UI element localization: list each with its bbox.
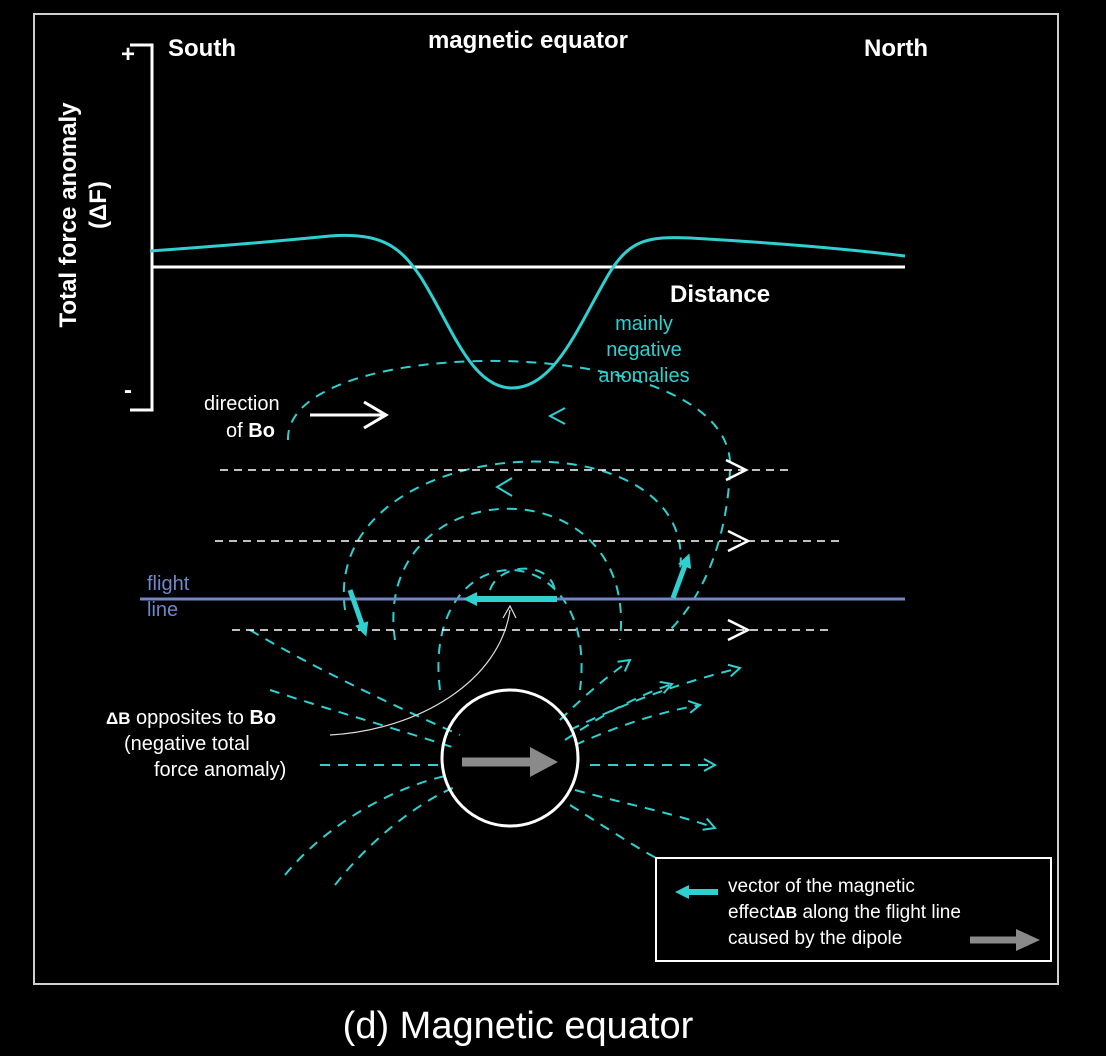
field-line-outer	[286, 359, 732, 631]
bo-direction-line1: direction	[204, 393, 280, 415]
delta-b-note-text: opposites to	[131, 707, 250, 729]
y-axis-minus: -	[124, 377, 132, 404]
y-axis-label: Total force anomaly	[55, 102, 82, 328]
legend-along: along the flight line	[797, 902, 961, 923]
field-line-ring-2	[342, 460, 682, 611]
ambient-line-3-head	[727, 618, 751, 642]
legend-effect: effect	[728, 902, 775, 923]
anomaly-note-line1: mainly	[615, 313, 673, 335]
note-pointer	[329, 609, 511, 736]
anomaly-note-line3: anomalies	[598, 365, 689, 387]
legend-line1: vector of the magnetic	[728, 876, 915, 897]
equator-label: magnetic equator	[428, 27, 628, 54]
delta-b-note-line1: ΔB opposites to Bo	[106, 707, 276, 729]
figure-frame	[33, 13, 1059, 985]
ambient-field-lines	[215, 458, 840, 642]
delta-b-note-bold: Bo	[249, 707, 276, 729]
field-lines	[249, 359, 740, 886]
bo-direction-bold: Bo	[248, 420, 275, 442]
field-line-right-5	[559, 660, 630, 721]
field-line-left-3	[284, 774, 451, 876]
bo-direction-prefix: of	[226, 420, 248, 442]
ambient-line-2-head	[727, 529, 751, 553]
south-label: South	[168, 35, 236, 62]
field-line-right-4	[569, 804, 661, 861]
y-axis	[130, 43, 154, 412]
bo-direction-line2: of Bo	[226, 420, 275, 442]
legend-gray-arrow-head	[1016, 929, 1040, 951]
flight-line-label-2: line	[147, 599, 178, 621]
anomaly-curve	[149, 233, 906, 390]
field-line-right-3	[574, 789, 715, 828]
dipole-arrow-head	[530, 747, 558, 777]
field-arrowhead-mid	[495, 477, 513, 497]
field-line-left-2	[269, 689, 456, 749]
field-arrowhead-top	[547, 407, 566, 425]
field-line-ring-3	[392, 507, 623, 641]
legend-line2: effectΔB along the flight line	[728, 902, 961, 923]
legend: vector of the magnetic effectΔB along th…	[655, 857, 1052, 962]
north-label: North	[864, 35, 928, 62]
dipole-body	[440, 688, 580, 828]
distance-label: Distance	[670, 281, 770, 308]
field-line-right-1	[569, 668, 740, 731]
bo-direction-arrow	[310, 400, 389, 430]
delta-b-note-line3: force anomaly)	[154, 759, 286, 781]
delta-b-vector-left	[347, 589, 369, 637]
delta-b-symbol: ΔB	[106, 709, 131, 728]
legend-line3: caused by the dipole	[728, 928, 902, 949]
delta-b-note-line2: (negative total	[124, 733, 250, 755]
note-pointer-head	[502, 604, 517, 619]
legend-delta-b: ΔB	[774, 905, 797, 922]
field-line-inner	[489, 567, 557, 601]
field-line-left-4	[334, 784, 461, 886]
anomaly-note-line2: negative	[606, 339, 682, 361]
ambient-line-1-head	[725, 458, 749, 482]
field-line-left-1	[249, 629, 461, 736]
delta-b-vector-right	[670, 553, 692, 599]
figure-caption: (d) Magnetic equator	[343, 1005, 694, 1047]
y-axis-symbol: (ΔF)	[85, 181, 112, 229]
field-line-right-2	[574, 705, 700, 746]
field-line-right-6	[564, 684, 672, 741]
y-axis-plus: +	[121, 41, 135, 68]
legend-box	[655, 857, 1052, 962]
field-line-ring-4	[437, 569, 583, 691]
flight-line-label-1: flight	[147, 573, 190, 595]
